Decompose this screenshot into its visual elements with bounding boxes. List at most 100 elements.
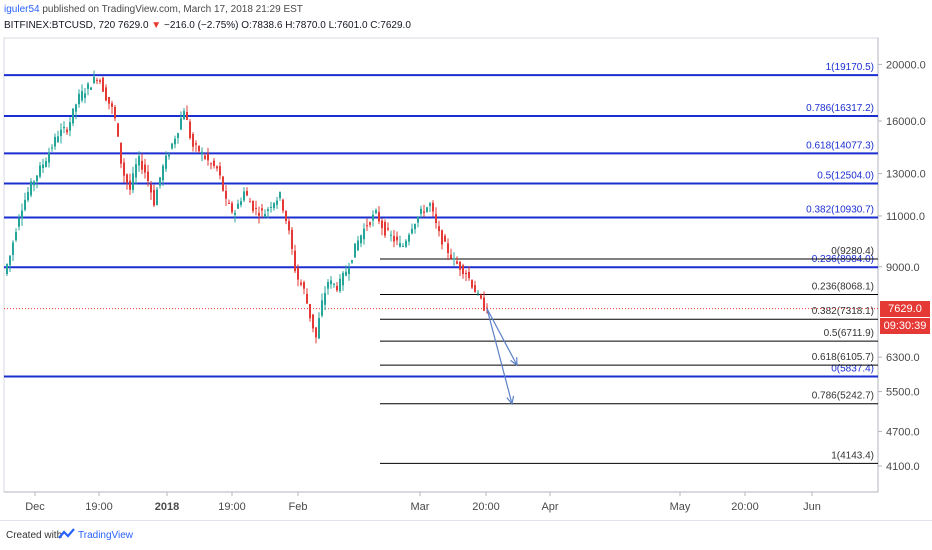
candle-body: [375, 210, 377, 213]
candle-body: [399, 243, 401, 247]
candle-body: [273, 203, 275, 209]
time-axis-label: 2018: [155, 501, 179, 513]
candle-body: [21, 210, 23, 219]
candle-body: [402, 245, 404, 247]
candle-body: [63, 126, 65, 129]
username-link[interactable]: iguler54: [4, 4, 40, 15]
candle-body: [369, 222, 371, 225]
candle-body: [336, 285, 338, 291]
candle-body: [432, 202, 434, 212]
time-axis-label: Apr: [541, 501, 558, 513]
tradingview-brand-link[interactable]: TradingView: [78, 530, 134, 541]
candle-body: [405, 240, 407, 247]
fib-long-label: 0(5837.4): [831, 363, 874, 374]
price-axis-label: 20000.0: [886, 59, 926, 71]
candle-body: [60, 129, 62, 137]
candle-body: [447, 243, 449, 254]
projection-arrow: [486, 308, 513, 404]
candle-body: [18, 218, 20, 227]
candle-body: [138, 155, 140, 166]
time-axis-label: Mar: [411, 501, 430, 513]
candle-body: [96, 79, 98, 81]
candle-body: [24, 199, 26, 210]
candle-body: [249, 201, 251, 203]
symbol-label: BITFINEX:BTCUSD, 720: [4, 20, 116, 31]
candle-body: [351, 260, 353, 263]
candle-body: [135, 164, 137, 178]
candle-body: [237, 203, 239, 209]
candle-body: [36, 175, 38, 182]
fib-short-label: 1(4143.4): [831, 450, 874, 461]
candle-body: [234, 212, 236, 215]
candle-body: [219, 166, 221, 176]
candle-body: [393, 236, 395, 242]
candle-body: [297, 267, 299, 280]
candle-body: [408, 234, 410, 242]
fib-short-label: 0.786(5242.7): [812, 391, 874, 402]
candle-body: [156, 189, 158, 206]
candle-body: [129, 180, 131, 190]
candle-body: [429, 203, 431, 206]
candle-body: [381, 220, 383, 229]
candle-body: [465, 272, 467, 275]
price-axis-label: 11000.0: [886, 211, 925, 223]
high-value: H:7870.0: [285, 20, 326, 31]
fib-long-label: 0.382(10930.7): [806, 205, 874, 216]
candle-body: [360, 235, 362, 244]
candle-body: [87, 83, 89, 89]
candle-body: [318, 318, 320, 339]
candle-body: [426, 207, 428, 212]
time-axis-label: Feb: [289, 501, 308, 513]
candle-body: [84, 93, 86, 98]
price-axis-label: 16000.0: [886, 116, 926, 128]
open-value: O:7838.6: [241, 20, 283, 31]
time-axis-label: Jun: [803, 501, 821, 513]
footer: Created with TradingView: [0, 520, 932, 550]
publish-info: iguler54 published on TradingView.com, M…: [4, 4, 303, 15]
fib-short-label: 0.618(6105.7): [812, 352, 874, 363]
candle-body: [141, 160, 143, 170]
price-chart[interactable]: 20000.0 16000.0 13000.0 11000.0 9000.0 6300.0…: [0, 0, 932, 520]
candle-body: [300, 282, 302, 285]
fib-long-label: 0.236(8984.0): [812, 254, 874, 265]
candle-body: [321, 300, 323, 316]
candle-body: [48, 152, 50, 163]
price-axis-label: 9000.0: [886, 262, 920, 274]
fib-long-label: 0.786(16317.2): [806, 103, 874, 114]
candle-body: [345, 271, 347, 276]
price-axis-label: 13000.0: [886, 169, 926, 181]
candle-body: [189, 121, 191, 139]
candle-body: [366, 225, 368, 227]
projection-arrow-head: [510, 357, 518, 367]
candle-body: [180, 118, 182, 130]
candle-body: [483, 297, 485, 311]
candle-body: [66, 129, 68, 133]
candle-body: [354, 243, 356, 258]
candle-body: [246, 191, 248, 196]
candle-body: [93, 76, 95, 84]
publish-text: published on TradingView.com, March 17, …: [39, 4, 303, 15]
symbol-info-bar: BITFINEX:BTCUSD, 720 7629.0 ▼ −216.0 (−2…: [4, 20, 411, 31]
candle-body: [210, 163, 212, 165]
candle-body: [72, 108, 74, 124]
fib-short-label: 0.382(7318.1): [812, 306, 874, 317]
candle-body: [363, 228, 365, 240]
candle-body: [252, 200, 254, 211]
candle-body: [267, 209, 269, 212]
candle-body: [75, 104, 77, 112]
candle-body: [384, 221, 386, 236]
candle-body: [99, 80, 101, 82]
candle-body: [69, 122, 71, 131]
candle-body: [150, 184, 152, 193]
candle-body: [258, 212, 260, 216]
candle-body: [171, 143, 173, 149]
candle-body: [54, 136, 56, 147]
countdown-tag: 09:30:39: [880, 318, 930, 334]
candle-body: [222, 176, 224, 191]
candle-body: [294, 250, 296, 272]
close-value: C:7629.0: [370, 20, 411, 31]
candle-body: [327, 282, 329, 289]
candle-body: [450, 254, 452, 259]
candle-body: [357, 240, 359, 251]
price-axis-label: 4700.0: [886, 426, 920, 438]
